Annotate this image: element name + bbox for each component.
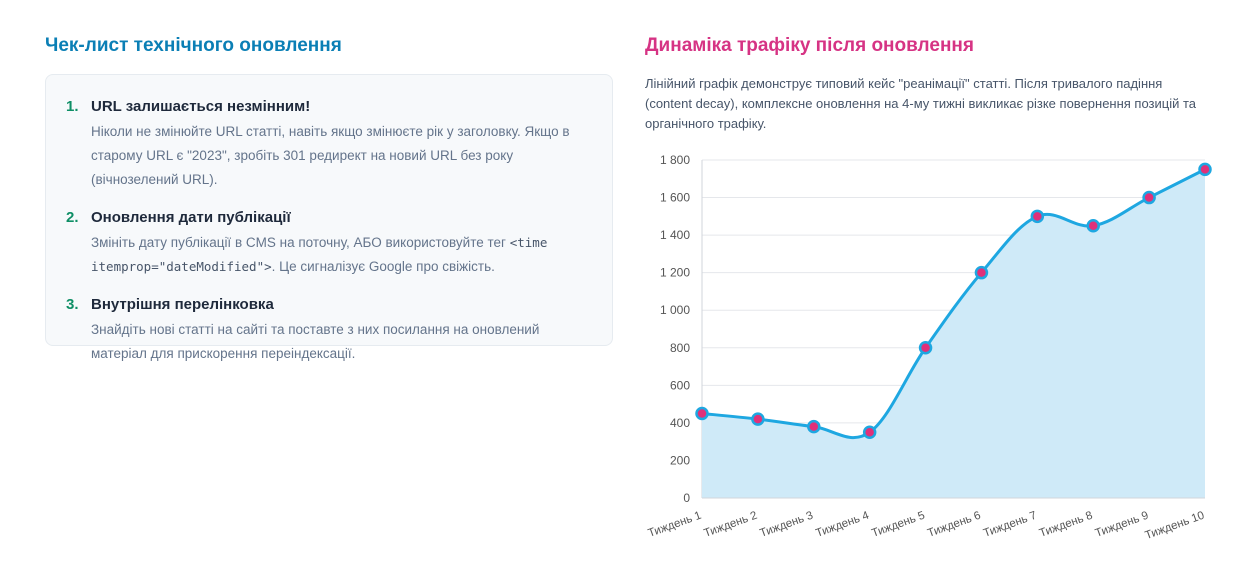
y-tick-label: 1 200 bbox=[660, 266, 690, 280]
y-tick-label: 0 bbox=[683, 491, 690, 505]
y-tick-label: 1 400 bbox=[660, 228, 690, 242]
data-point bbox=[751, 412, 765, 426]
item-title: Оновлення дати публікації bbox=[91, 209, 291, 226]
traffic-section: Динаміка трафіку після оновлення Лінійни… bbox=[645, 34, 1215, 542]
data-point bbox=[1142, 190, 1156, 205]
data-point bbox=[1198, 162, 1212, 177]
x-tick-label: Тиждень 4 bbox=[814, 509, 871, 540]
x-tick-label: Тиждень 10 bbox=[1144, 510, 1206, 543]
x-tick-label: Тиждень 6 bbox=[926, 510, 982, 540]
item-description-text-end: . Це сигналізує Google про свіжість. bbox=[271, 259, 495, 274]
checklist-item-2: 2. Оновлення дати публікації Змініть дат… bbox=[66, 208, 592, 279]
traffic-title: Динаміка трафіку після оновлення bbox=[645, 35, 974, 56]
item-number: 2. bbox=[66, 209, 79, 226]
data-point bbox=[1030, 209, 1045, 224]
code-snippet: <time itemprop="dateModified"> bbox=[91, 235, 548, 274]
checklist-item-1: 1. URL залишається незмінним! Ніколи не … bbox=[66, 97, 592, 192]
item-number: 3. bbox=[66, 296, 79, 313]
item-number: 1. bbox=[66, 98, 79, 115]
x-tick-label: Тиждень 2 bbox=[702, 510, 758, 540]
y-tick-label: 1 800 bbox=[660, 154, 690, 167]
x-tick-label: Тиждень 3 bbox=[758, 510, 814, 540]
item-title: Внутрішня перелінковка bbox=[91, 296, 274, 313]
y-tick-label: 800 bbox=[670, 341, 690, 355]
item-description: Ніколи не змінюйте URL статті, навіть як… bbox=[91, 124, 570, 187]
traffic-intro: Лінійний графік демонструє типовий кейс … bbox=[645, 76, 1197, 131]
x-tick-label: Тиждень 7 bbox=[982, 510, 1038, 540]
x-tick-label: Тиждень 1 bbox=[647, 510, 703, 540]
traffic-chart: 0 200 400 600 800 1 000 1 200 1 400 1 600 1 800 Ти… bbox=[647, 154, 1212, 543]
series-line bbox=[701, 168, 1206, 439]
data-point bbox=[695, 406, 709, 421]
area-fill bbox=[702, 169, 1205, 498]
data-point bbox=[918, 341, 933, 355]
data-point bbox=[974, 265, 989, 280]
checklist-card: 1. URL залишається незмінним! Ніколи не … bbox=[45, 74, 613, 361]
item-title: URL залишається незмінним! bbox=[91, 98, 311, 115]
checklist-section: Чек-лист технічного оновлення 1. URL зал… bbox=[45, 34, 613, 361]
y-tick-label: 200 bbox=[670, 453, 690, 467]
data-point bbox=[807, 419, 821, 434]
x-tick-label: Тиждень 9 bbox=[1094, 510, 1150, 540]
x-tick-label: Тиждень 8 bbox=[1038, 510, 1094, 540]
y-tick-label: 400 bbox=[670, 416, 690, 430]
y-tick-label: 1 000 bbox=[660, 303, 690, 317]
item-description: Змініть дату публікації в CMS на поточну… bbox=[91, 231, 592, 279]
item-description-text: Змініть дату публікації в CMS на поточну… bbox=[91, 235, 510, 250]
y-tick-label: 600 bbox=[670, 378, 690, 392]
data-point bbox=[1086, 218, 1100, 233]
data-point bbox=[862, 425, 877, 440]
y-tick-label: 1 600 bbox=[660, 191, 690, 205]
checklist-item-3: 3. Внутрішня перелінковка Знайдіть нові … bbox=[66, 295, 592, 366]
x-tick-label: Тиждень 5 bbox=[870, 510, 926, 540]
checklist-title: Чек-лист технічного оновлення bbox=[45, 35, 342, 56]
item-description: Знайдіть нові статті на сайті та поставт… bbox=[91, 322, 540, 361]
